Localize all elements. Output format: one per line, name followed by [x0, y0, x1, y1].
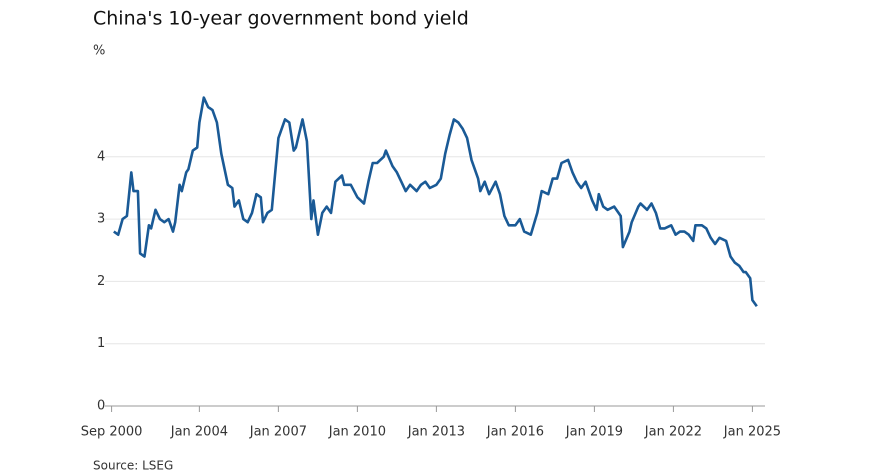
x-tick-label: Jan 2010	[328, 425, 386, 440]
y-tick-label: 4	[97, 149, 105, 164]
x-tick-label: Jan 2025	[723, 425, 781, 440]
line-series	[113, 96, 758, 308]
x-tick-label: Jan 2019	[565, 425, 623, 440]
y-axis-label: %	[93, 44, 105, 59]
y-tick-label: 0	[97, 399, 105, 414]
y-tick-label: 3	[97, 212, 105, 227]
x-tick-label: Jan 2013	[407, 425, 465, 440]
x-tick-label: Jan 2007	[249, 425, 307, 440]
x-tick-label: Jan 2016	[486, 425, 544, 440]
x-tick-label: Jan 2022	[644, 425, 702, 440]
x-tick-label: Sep 2000	[81, 425, 143, 440]
chart-title: China's 10-year government bond yield	[93, 8, 469, 30]
y-tick-label: 1	[97, 336, 105, 351]
x-tick-label: Jan 2004	[170, 425, 228, 440]
y-tick-label: 2	[97, 274, 105, 289]
source: Source: LSEG	[93, 459, 173, 473]
